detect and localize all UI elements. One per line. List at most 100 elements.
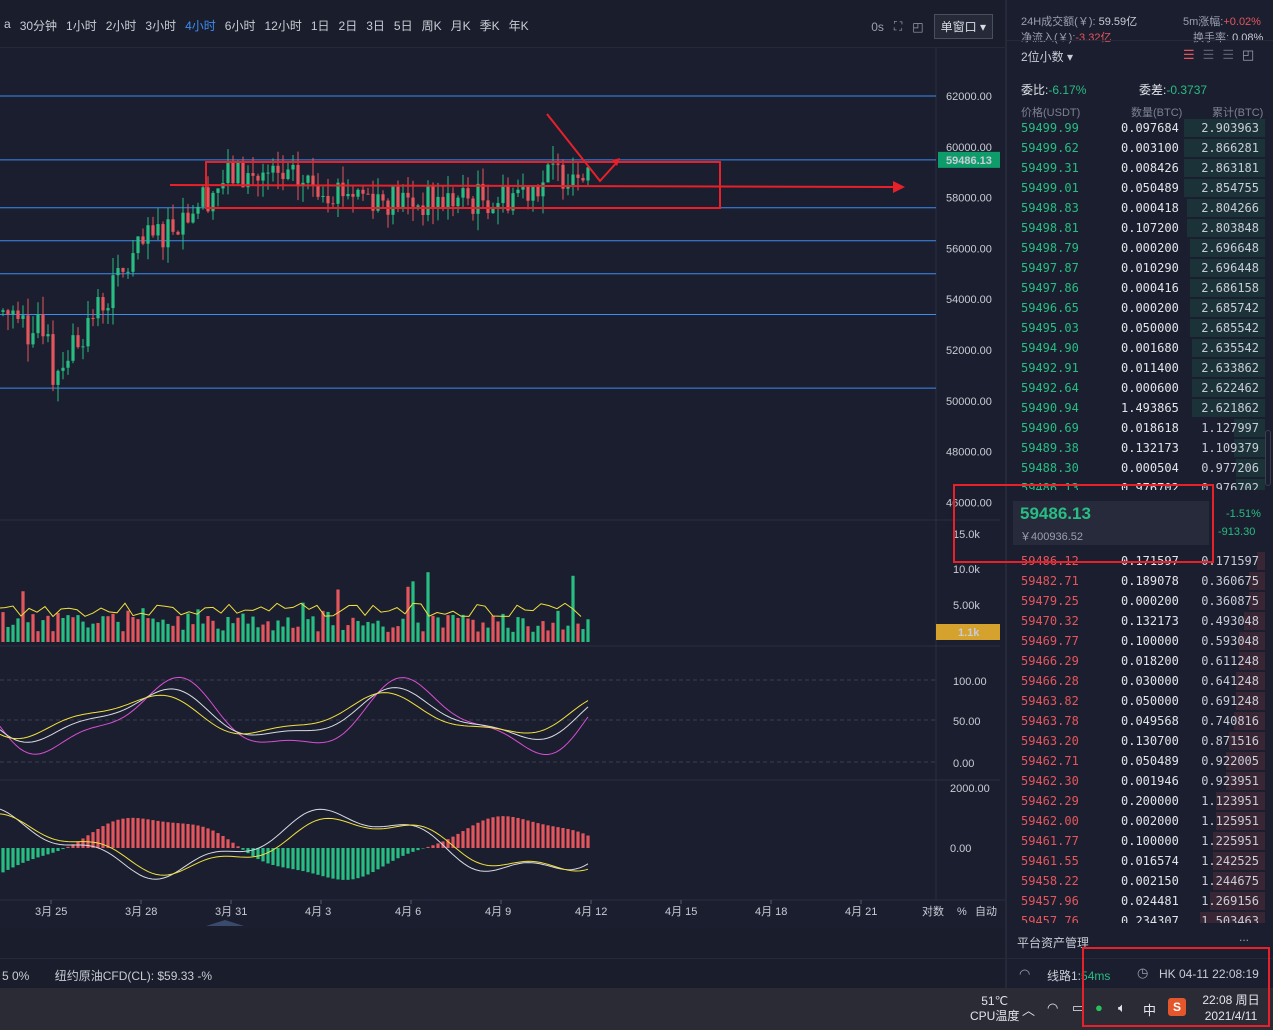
volume-tick: 10.0k <box>953 564 980 576</box>
scrollbar-thumb[interactable] <box>1265 430 1271 486</box>
bid-row[interactable]: 59466.28 0.030000 0.641248 <box>1007 671 1265 691</box>
candle-body <box>546 164 550 183</box>
view-bids-icon[interactable]: ☰ <box>1202 47 1215 62</box>
bid-row[interactable]: 59462.29 0.200000 1.123951 <box>1007 791 1265 811</box>
ask-row[interactable]: 59496.65 0.000200 2.685742 <box>1007 298 1265 318</box>
interval-tab[interactable]: 月K <box>450 19 471 33</box>
candle-body <box>426 185 430 216</box>
bid-row[interactable]: 59482.71 0.189078 0.360675 <box>1007 571 1265 591</box>
depth-bar <box>1192 399 1265 417</box>
interval-tab[interactable]: 2日 <box>338 19 358 33</box>
interval-tab[interactable]: 3小时 <box>145 19 177 33</box>
ask-row[interactable]: 59499.01 0.050489 2.854755 <box>1007 178 1265 198</box>
wechat-icon[interactable]: ● <box>1095 1000 1103 1015</box>
interval-tab[interactable]: 周K <box>421 19 442 33</box>
ime-indicator[interactable]: 中 <box>1143 1003 1157 1018</box>
ask-row[interactable]: 59497.86 0.000416 2.686158 <box>1007 278 1265 298</box>
ask-row[interactable]: 59495.03 0.050000 2.685542 <box>1007 318 1265 338</box>
candle-body <box>506 185 510 211</box>
line-status[interactable]: 线路1:54ms <box>1047 967 1110 984</box>
volume-bar <box>546 630 550 642</box>
macd-bar <box>106 823 110 848</box>
interval-tab[interactable]: 12小时 <box>264 19 302 33</box>
ask-row[interactable]: 59498.81 0.107200 2.803848 <box>1007 218 1265 238</box>
bid-row[interactable]: 59463.20 0.130700 0.871516 <box>1007 731 1265 751</box>
ticker-item[interactable]: 纽约原油CFD(CL): $59.33 -% <box>54 969 213 983</box>
interval-tab[interactable]: 年K <box>508 19 529 33</box>
ask-row[interactable]: 59498.83 0.000418 2.804266 <box>1007 198 1265 218</box>
ask-row[interactable]: 59498.79 0.000200 2.696648 <box>1007 238 1265 258</box>
macd-bar <box>56 848 60 852</box>
bid-row[interactable]: 59461.77 0.100000 1.225951 <box>1007 831 1265 851</box>
bid-row[interactable]: 59469.77 0.100000 0.593048 <box>1007 631 1265 651</box>
macd-bar <box>156 820 160 848</box>
sogou-icon[interactable]: S <box>1168 998 1186 1016</box>
battery-icon[interactable]: ▭ <box>1072 1000 1085 1015</box>
view-both-icon[interactable]: ☰ <box>1183 47 1195 62</box>
tray-chevron-icon[interactable]: ︿ <box>1022 1003 1036 1018</box>
volume-bar <box>76 615 80 642</box>
interval-tab[interactable]: 1日 <box>310 19 330 33</box>
bid-row[interactable]: 59458.22 0.002150 1.244675 <box>1007 871 1265 891</box>
interval-tab[interactable]: 3日 <box>366 19 385 33</box>
interval-tab[interactable]: 季K <box>479 19 500 33</box>
ask-row[interactable]: 59492.91 0.011400 2.633862 <box>1007 358 1265 378</box>
asset-mgmt[interactable]: 平台资产管理 <box>1017 936 1090 950</box>
bid-row[interactable]: 59479.25 0.000200 0.360875 <box>1007 591 1265 611</box>
bid-row[interactable]: 59461.55 0.016574 1.242525 <box>1007 851 1265 871</box>
row-price: 59482.71 <box>1021 574 1079 588</box>
interval-tab[interactable]: 4小时 <box>185 19 216 33</box>
row-price: 59499.31 <box>1021 161 1079 175</box>
interval-tab[interactable]: 6小时 <box>224 19 256 33</box>
current-price-box: 59486.13 ￥400936.52 -1.51% -913.30 <box>1013 501 1261 545</box>
interval-tab[interactable]: 30分钟 <box>19 19 58 33</box>
candle-body <box>206 187 210 212</box>
fullscreen-icon[interactable]: ⛶ <box>893 19 903 33</box>
bid-row[interactable]: 59462.71 0.050489 0.922005 <box>1007 751 1265 771</box>
bid-row[interactable]: 59457.96 0.024481 1.269156 <box>1007 891 1265 911</box>
ask-row[interactable]: 59499.31 0.008426 2.863181 <box>1007 158 1265 178</box>
interval-tab[interactable]: a <box>4 17 11 31</box>
bid-row[interactable]: 59462.00 0.002000 1.125951 <box>1007 811 1265 831</box>
decimals-select[interactable]: 2位小数 ▾ <box>1021 50 1074 64</box>
row-qty: 0.097684 <box>1121 121 1179 135</box>
ask-row[interactable]: 59492.64 0.000600 2.622462 <box>1007 378 1265 398</box>
popout-icon[interactable]: ◰ <box>1241 47 1255 62</box>
interval-tab[interactable]: 2小时 <box>105 19 137 33</box>
volume-icon[interactable]: 🔈︎ <box>1118 1000 1126 1015</box>
volume-bar <box>401 618 405 642</box>
macd-bar <box>201 826 205 848</box>
ask-row[interactable]: 59489.38 0.132173 1.109379 <box>1007 438 1265 458</box>
screenshot-icon[interactable]: ◰ <box>912 19 924 34</box>
macd-bar <box>356 848 360 879</box>
ask-row[interactable]: 59490.69 0.018618 1.127997 <box>1007 418 1265 438</box>
bid-row[interactable]: 59470.32 0.132173 0.493048 <box>1007 611 1265 631</box>
system-clock[interactable]: 22:08 周日 2021/4/11 <box>1196 992 1266 1024</box>
more-icon[interactable]: ... <box>1239 930 1250 944</box>
row-qty: 0.100000 <box>1121 634 1179 648</box>
annotation-arrowhead <box>893 181 905 193</box>
kline-chart[interactable]: 62000.00 60000.00 58000.00 56000.00 54000.00… <box>0 48 1005 928</box>
view-asks-icon[interactable]: ☰ <box>1222 47 1234 62</box>
interval-tab[interactable]: 5日 <box>393 19 413 33</box>
volume-bar <box>196 609 200 642</box>
bid-row[interactable]: 59462.30 0.001946 0.923951 <box>1007 771 1265 791</box>
ask-row[interactable]: 59499.99 0.097684 2.903963 <box>1007 118 1265 138</box>
candle-body <box>431 185 435 208</box>
interval-tab[interactable]: 1小时 <box>66 19 97 33</box>
bid-row[interactable]: 59457.76 0.234307 1.503463 <box>1007 911 1265 923</box>
ask-row[interactable]: 59499.62 0.003100 2.866281 <box>1007 138 1265 158</box>
bid-row[interactable]: 59463.82 0.050000 0.691248 <box>1007 691 1265 711</box>
ask-row[interactable]: 59488.30 0.000504 0.977206 <box>1007 458 1265 478</box>
header-price: 价格(USDT) <box>1021 107 1081 119</box>
bid-row[interactable]: 59463.78 0.049568 0.740816 <box>1007 711 1265 731</box>
ask-row[interactable]: 59494.90 0.001680 2.635542 <box>1007 338 1265 358</box>
ask-row[interactable]: 59497.87 0.010290 2.696448 <box>1007 258 1265 278</box>
ask-row[interactable]: 59490.94 1.493865 2.621862 <box>1007 398 1265 418</box>
network-icon[interactable]: ◠ <box>1047 1000 1059 1015</box>
bid-row[interactable]: 59466.29 0.018200 0.611248 <box>1007 651 1265 671</box>
window-mode-select[interactable]: 单窗口 ▾ <box>933 14 993 39</box>
turnover-label: 24H成交额(￥): <box>1021 16 1096 28</box>
row-qty: 1.493865 <box>1121 401 1179 415</box>
chart-area[interactable]: 62000.00 60000.00 58000.00 56000.00 54000.00… <box>0 48 1005 928</box>
